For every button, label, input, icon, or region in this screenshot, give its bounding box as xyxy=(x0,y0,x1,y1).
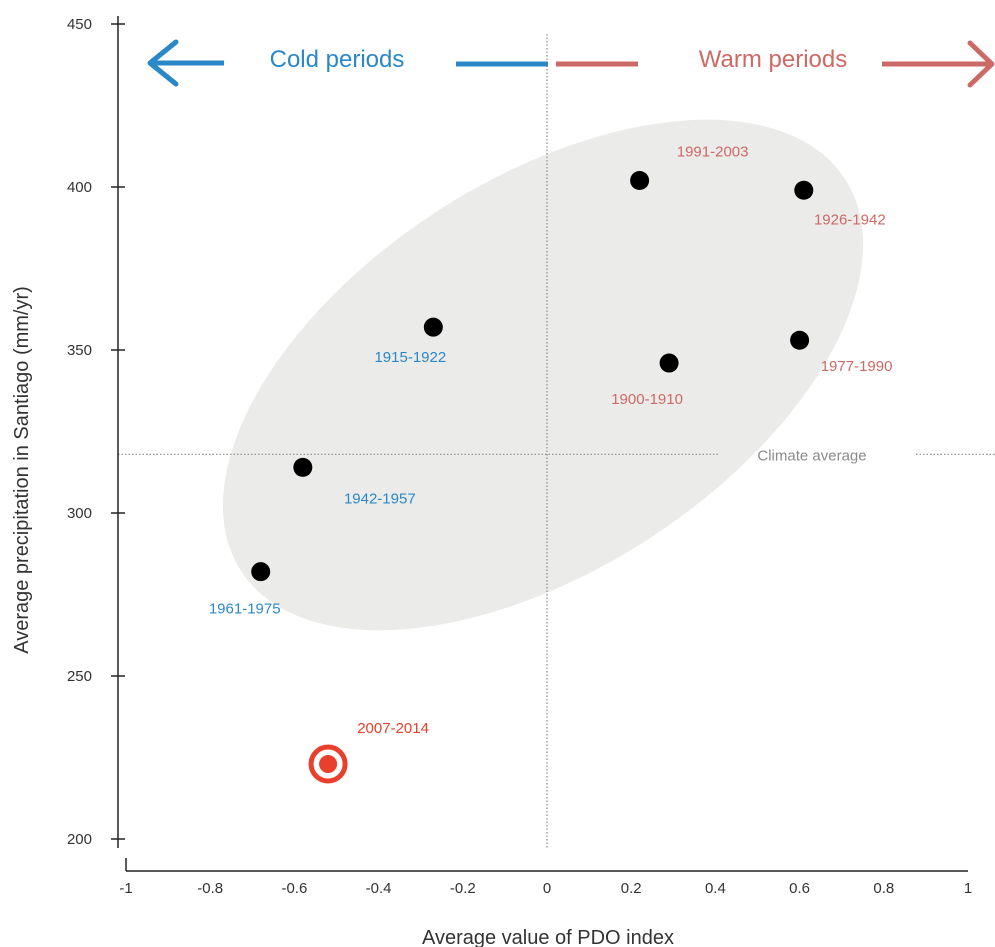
period-cluster-ellipse xyxy=(222,119,864,631)
x-tick-label: -0.2 xyxy=(450,880,476,897)
y-tick-label: 250 xyxy=(67,668,92,685)
cold-periods-label: Cold periods xyxy=(270,46,405,73)
point-label-1991-2003: 1991-2003 xyxy=(677,143,749,160)
y-tick-label: 350 xyxy=(67,342,92,359)
data-point-ring-2007-2014 xyxy=(308,744,348,784)
x-tick-label: 0 xyxy=(543,880,551,897)
x-tick-label: 0.6 xyxy=(789,880,810,897)
data-point-1991-2003 xyxy=(630,170,650,190)
x-tick-label: 0.4 xyxy=(705,880,726,897)
data-point-1977-1990 xyxy=(790,330,810,350)
climate-average-label: Climate average xyxy=(757,447,866,464)
y-tick-label: 300 xyxy=(67,505,92,522)
data-point-2007-2014 xyxy=(319,755,338,774)
x-tick-label: 1 xyxy=(964,880,972,897)
data-point-1915-1922 xyxy=(423,317,443,337)
x-tick-label: -1 xyxy=(119,880,132,897)
warm-periods-label: Warm periods xyxy=(699,46,847,73)
x-tick-label: -0.6 xyxy=(281,880,307,897)
cold-arrow-head xyxy=(147,39,179,87)
point-label-1915-1922: 1915-1922 xyxy=(374,349,446,366)
x-tick-label: -0.8 xyxy=(197,880,223,897)
warm-arrow-head xyxy=(967,40,995,88)
point-label-2007-2014: 2007-2014 xyxy=(357,720,429,737)
x-tick-label: 0.2 xyxy=(621,880,642,897)
y-tick-label: 450 xyxy=(67,16,92,33)
x-tick-label: -0.4 xyxy=(366,880,392,897)
data-point-1942-1957 xyxy=(293,457,313,477)
point-label-1942-1957: 1942-1957 xyxy=(344,490,416,507)
data-point-1900-1910 xyxy=(659,353,679,373)
point-label-1977-1990: 1977-1990 xyxy=(821,358,893,375)
point-label-1900-1910: 1900-1910 xyxy=(611,391,683,408)
data-point-1961-1975 xyxy=(251,562,271,582)
x-axis-title: Average value of PDO index xyxy=(422,927,674,947)
point-label-1926-1942: 1926-1942 xyxy=(814,211,886,228)
point-label-1961-1975: 1961-1975 xyxy=(209,601,281,618)
y-tick-label: 400 xyxy=(67,179,92,196)
data-point-1926-1942 xyxy=(794,180,814,200)
x-tick-label: 0.8 xyxy=(873,880,894,897)
y-axis-title: Average precipitation in Santiago (mm/yr… xyxy=(11,286,33,654)
y-tick-label: 200 xyxy=(67,831,92,848)
